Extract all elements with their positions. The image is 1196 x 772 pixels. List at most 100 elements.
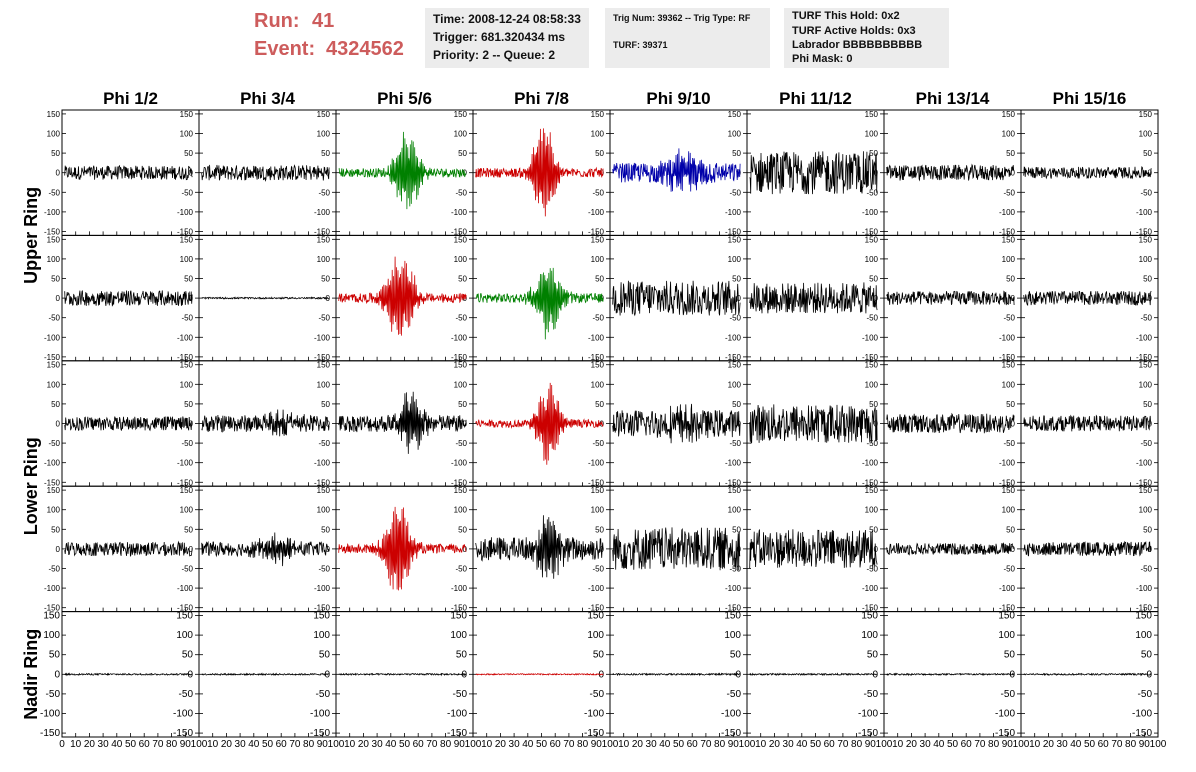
y-tick-label: -100 [44,208,61,217]
y-tick-label: -100 [1132,708,1152,719]
y-tick-label: -100 [862,333,879,342]
waveform-trace [475,128,604,217]
x-tick-label: 30 [372,739,384,750]
y-tick-label: 100 [728,506,742,515]
y-tick-label: -100 [44,584,61,593]
y-tick-label: -50 [1140,439,1152,448]
x-tick-label: 80 [714,739,726,750]
y-tick-label: -150 [44,227,61,236]
y-tick-label: 150 [724,611,741,622]
y-tick-label: 0 [598,669,604,680]
y-tick-label: 50 [458,525,467,534]
x-tick-label: 50 [125,739,137,750]
x-tick-label: 80 [166,739,178,750]
y-tick-label: 50 [1006,525,1015,534]
x-tick-label: 60 [276,739,288,750]
y-tick-label: 150 [1002,486,1016,495]
y-tick-label: 150 [728,235,742,244]
y-tick-label: 150 [180,235,194,244]
y-tick-label: -100 [862,208,879,217]
waveform-trace [886,290,1015,306]
waveform-trace [64,290,193,307]
y-tick-label: 0 [56,169,61,178]
x-tick-label: 90 [1139,739,1151,750]
y-tick-label: 150 [180,110,194,119]
y-tick-label: -50 [1001,689,1016,700]
y-tick-label: -100 [314,208,331,217]
y-tick-label: 0 [1011,169,1016,178]
y-tick-label: 0 [1011,294,1016,303]
y-tick-label: 50 [1143,149,1152,158]
y-tick-label: -100 [588,584,605,593]
waveform-trace [64,416,193,432]
x-tick-label: 30 [235,739,247,750]
x-tick-label: 70 [289,739,301,750]
y-tick-label: -100 [999,459,1016,468]
y-tick-label: 0 [737,294,742,303]
x-tick-label: 90 [454,739,466,750]
waveform-trace [749,151,878,195]
x-tick-label: 100 [602,739,619,750]
y-tick-label: 50 [869,149,878,158]
time-text: Time: 2008-12-24 08:58:33 [433,12,581,26]
y-tick-label: 150 [1002,110,1016,119]
x-tick-label: 80 [440,739,452,750]
waveform-trace [338,256,467,336]
y-tick-label: 50 [1006,400,1015,409]
y-tick-label: 50 [869,275,878,284]
y-tick-label: -50 [181,439,193,448]
x-tick-label: 40 [522,739,534,750]
y-tick-label: 150 [317,361,331,370]
y-tick-label: -150 [447,728,467,739]
x-tick-label: 70 [563,739,575,750]
y-tick-label: 150 [180,486,194,495]
y-tick-label: 100 [180,255,194,264]
x-tick-label: 10 [618,739,630,750]
x-tick-label: 100 [739,739,756,750]
y-tick-label: 100 [1139,255,1153,264]
y-tick-label: -100 [314,459,331,468]
y-tick-label: 50 [732,275,741,284]
y-tick-label: -100 [177,459,194,468]
x-tick-label: 40 [796,739,808,750]
y-tick-label: 150 [180,361,194,370]
y-tick-label: 0 [1011,545,1016,554]
y-tick-label: 0 [1148,169,1153,178]
y-tick-label: 150 [865,235,879,244]
y-tick-label: -50 [592,314,604,323]
y-tick-label: 50 [184,525,193,534]
y-tick-label: 50 [1004,650,1016,661]
x-tick-label: 60 [687,739,699,750]
y-tick-label: -100 [314,333,331,342]
y-tick-label: 100 [317,506,331,515]
run-label: Run: [254,10,300,32]
y-tick-label: 100 [317,380,331,389]
y-tick-label: 0 [463,545,468,554]
waveform-trace [338,391,467,454]
y-tick-label: -50 [181,564,193,573]
y-tick-label: 150 [998,611,1015,622]
waveform-trace [1023,672,1152,677]
y-tick-label: -50 [729,188,741,197]
y-tick-label: -50 [866,564,878,573]
y-tick-label: -150 [995,728,1015,739]
y-tick-label: 50 [730,650,742,661]
y-tick-label: -50 [318,439,330,448]
y-tick-label: 150 [1139,110,1153,119]
y-tick-label: 100 [591,255,605,264]
y-tick-label: 50 [593,650,605,661]
waveform-trace [749,529,878,569]
x-tick-label: 20 [221,739,233,750]
x-tick-label: 20 [632,739,644,750]
x-tick-label: 20 [84,739,96,750]
y-tick-label: 150 [47,486,61,495]
y-tick-label: 50 [1143,400,1152,409]
x-tick-label: 90 [591,739,603,750]
y-tick-label: -100 [1136,208,1153,217]
y-tick-label: 150 [317,110,331,119]
y-tick-label: 0 [874,169,879,178]
x-tick-label: 10 [481,739,493,750]
y-tick-label: 100 [1139,380,1153,389]
waveform-trace [1023,540,1152,557]
y-tick-label: 150 [454,361,468,370]
